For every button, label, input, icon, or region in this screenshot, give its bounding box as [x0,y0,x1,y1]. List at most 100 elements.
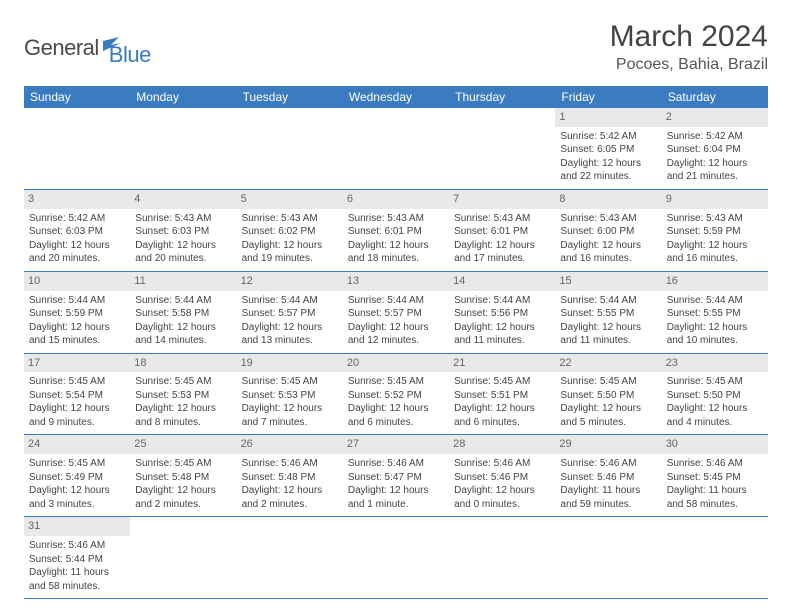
day-number: 9 [662,190,768,209]
cell-sunset: Sunset: 6:05 PM [560,143,656,157]
cell-dl1: Daylight: 12 hours [348,239,444,253]
cell-dl1: Daylight: 12 hours [667,157,763,171]
calendar-day-cell: 1Sunrise: 5:42 AMSunset: 6:05 PMDaylight… [555,108,661,189]
cell-dl2: and 7 minutes. [242,416,338,430]
logo-text-general: General [24,35,99,61]
cell-dl2: and 8 minutes. [135,416,231,430]
day-number: 20 [343,354,449,373]
day-number: 16 [662,272,768,291]
calendar-day-cell: 13Sunrise: 5:44 AMSunset: 5:57 PMDayligh… [343,271,449,353]
weekday-header: Thursday [449,86,555,108]
calendar-week-row: 10Sunrise: 5:44 AMSunset: 5:59 PMDayligh… [24,271,768,353]
cell-dl2: and 2 minutes. [242,498,338,512]
day-number: 11 [130,272,236,291]
cell-sunrise: Sunrise: 5:42 AM [667,130,763,144]
cell-sunset: Sunset: 5:53 PM [135,389,231,403]
cell-sunrise: Sunrise: 5:46 AM [242,457,338,471]
cell-sunrise: Sunrise: 5:44 AM [667,294,763,308]
cell-dl2: and 4 minutes. [667,416,763,430]
cell-dl2: and 9 minutes. [29,416,125,430]
calendar-day-cell: 12Sunrise: 5:44 AMSunset: 5:57 PMDayligh… [237,271,343,353]
cell-sunset: Sunset: 6:01 PM [454,225,550,239]
cell-sunrise: Sunrise: 5:43 AM [242,212,338,226]
cell-dl2: and 14 minutes. [135,334,231,348]
calendar-day-cell: 23Sunrise: 5:45 AMSunset: 5:50 PMDayligh… [662,353,768,435]
cell-dl1: Daylight: 12 hours [242,402,338,416]
cell-dl2: and 6 minutes. [454,416,550,430]
cell-sunset: Sunset: 6:01 PM [348,225,444,239]
cell-dl2: and 19 minutes. [242,252,338,266]
cell-dl2: and 3 minutes. [29,498,125,512]
day-number [343,517,449,536]
cell-sunset: Sunset: 5:46 PM [454,471,550,485]
cell-dl2: and 59 minutes. [560,498,656,512]
cell-dl1: Daylight: 12 hours [29,321,125,335]
cell-sunrise: Sunrise: 5:44 AM [454,294,550,308]
cell-sunset: Sunset: 5:44 PM [29,553,125,567]
day-number: 7 [449,190,555,209]
calendar-day-cell [237,517,343,599]
cell-sunset: Sunset: 5:55 PM [560,307,656,321]
calendar-day-cell [130,517,236,599]
cell-sunrise: Sunrise: 5:46 AM [560,457,656,471]
calendar-day-cell: 18Sunrise: 5:45 AMSunset: 5:53 PMDayligh… [130,353,236,435]
cell-sunset: Sunset: 5:49 PM [29,471,125,485]
cell-sunset: Sunset: 5:54 PM [29,389,125,403]
calendar-day-cell [662,517,768,599]
day-number [237,108,343,127]
cell-dl2: and 20 minutes. [135,252,231,266]
calendar-day-cell: 5Sunrise: 5:43 AMSunset: 6:02 PMDaylight… [237,189,343,271]
cell-sunrise: Sunrise: 5:43 AM [135,212,231,226]
cell-dl2: and 11 minutes. [560,334,656,348]
cell-sunset: Sunset: 5:50 PM [560,389,656,403]
cell-sunrise: Sunrise: 5:45 AM [667,375,763,389]
cell-sunset: Sunset: 5:52 PM [348,389,444,403]
calendar-day-cell [130,108,236,189]
calendar-table: Sunday Monday Tuesday Wednesday Thursday… [24,86,768,599]
cell-sunrise: Sunrise: 5:45 AM [454,375,550,389]
cell-sunset: Sunset: 5:47 PM [348,471,444,485]
calendar-week-row: 17Sunrise: 5:45 AMSunset: 5:54 PMDayligh… [24,353,768,435]
location-label: Pocoes, Bahia, Brazil [610,56,768,74]
day-number: 6 [343,190,449,209]
day-number [130,108,236,127]
calendar-day-cell: 30Sunrise: 5:46 AMSunset: 5:45 PMDayligh… [662,435,768,517]
cell-dl1: Daylight: 12 hours [560,157,656,171]
logo: General Blue [24,20,151,68]
calendar-week-row: 3Sunrise: 5:42 AMSunset: 6:03 PMDaylight… [24,189,768,271]
cell-dl2: and 15 minutes. [29,334,125,348]
cell-sunset: Sunset: 5:57 PM [348,307,444,321]
day-number: 24 [24,435,130,454]
weekday-header: Monday [130,86,236,108]
calendar-day-cell: 19Sunrise: 5:45 AMSunset: 5:53 PMDayligh… [237,353,343,435]
calendar-day-cell: 3Sunrise: 5:42 AMSunset: 6:03 PMDaylight… [24,189,130,271]
cell-dl1: Daylight: 12 hours [560,321,656,335]
cell-sunrise: Sunrise: 5:45 AM [29,375,125,389]
calendar-day-cell: 10Sunrise: 5:44 AMSunset: 5:59 PMDayligh… [24,271,130,353]
cell-sunset: Sunset: 5:51 PM [454,389,550,403]
page-title: March 2024 [610,20,768,54]
calendar-day-cell [343,108,449,189]
day-number: 22 [555,354,661,373]
day-number [24,108,130,127]
calendar-day-cell: 16Sunrise: 5:44 AMSunset: 5:55 PMDayligh… [662,271,768,353]
cell-dl2: and 22 minutes. [560,170,656,184]
cell-sunrise: Sunrise: 5:43 AM [348,212,444,226]
day-number: 30 [662,435,768,454]
day-number [662,517,768,536]
weekday-header: Tuesday [237,86,343,108]
cell-sunrise: Sunrise: 5:44 AM [348,294,444,308]
day-number: 21 [449,354,555,373]
cell-sunset: Sunset: 5:53 PM [242,389,338,403]
day-number: 29 [555,435,661,454]
cell-dl2: and 5 minutes. [560,416,656,430]
cell-dl2: and 20 minutes. [29,252,125,266]
day-number: 17 [24,354,130,373]
cell-sunset: Sunset: 6:03 PM [29,225,125,239]
day-number: 19 [237,354,343,373]
logo-text-blue: Blue [109,28,151,68]
day-number [237,517,343,536]
cell-sunset: Sunset: 5:59 PM [29,307,125,321]
cell-dl2: and 2 minutes. [135,498,231,512]
day-number [343,108,449,127]
